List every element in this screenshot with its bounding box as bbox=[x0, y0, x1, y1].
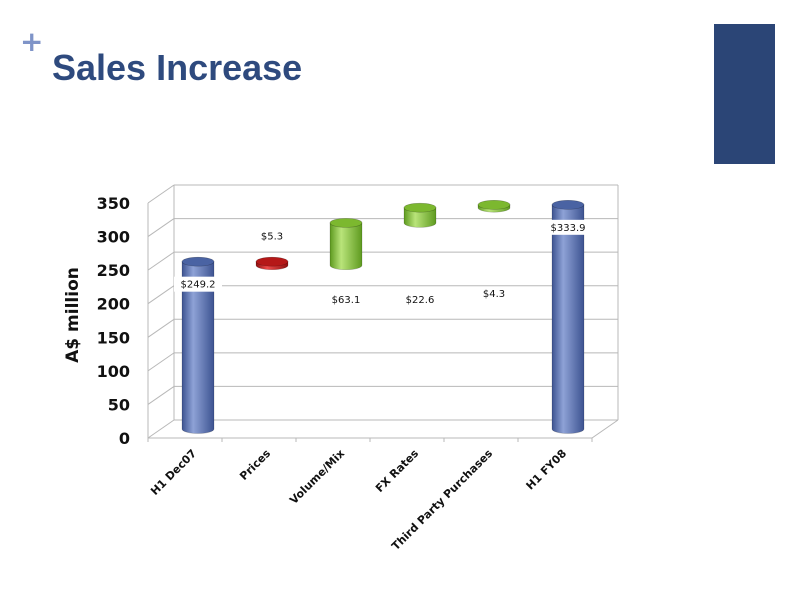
y-tick-label: 100 bbox=[97, 362, 130, 381]
slide-title: Sales Increase bbox=[52, 47, 303, 88]
x-category-label: Volume/Mix bbox=[287, 447, 347, 507]
corner-accent-block bbox=[714, 24, 775, 164]
bar-decrease bbox=[255, 256, 289, 271]
plus-icon: + bbox=[20, 25, 44, 58]
y-axis-ticks: 0 50 100 150 200 250 300 350 bbox=[97, 194, 130, 448]
y-tick-label: 50 bbox=[108, 395, 130, 414]
chart-grid bbox=[147, 184, 619, 442]
x-category-label: FX Rates bbox=[373, 447, 421, 495]
y-tick-label: 250 bbox=[97, 261, 130, 280]
bar-total bbox=[551, 200, 585, 434]
bar-increase bbox=[329, 218, 363, 271]
bar-total bbox=[181, 256, 215, 434]
bar-increase bbox=[477, 200, 511, 213]
x-category-label: Prices bbox=[237, 447, 273, 483]
chart-bars bbox=[181, 200, 585, 434]
data-label: $63.1 bbox=[332, 295, 361, 306]
x-category-label: H1 Dec07 bbox=[148, 447, 199, 498]
y-tick-label: 150 bbox=[97, 328, 130, 347]
data-label: $22.6 bbox=[406, 295, 435, 306]
data-label: $333.9 bbox=[551, 223, 586, 234]
bar-increase bbox=[403, 202, 437, 228]
y-tick-label: 0 bbox=[119, 429, 130, 448]
y-tick-label: 300 bbox=[97, 228, 130, 247]
y-axis-label: A$ million bbox=[63, 267, 83, 363]
data-label: $4.3 bbox=[483, 289, 505, 300]
data-label: $249.2 bbox=[181, 280, 216, 291]
x-category-label: H1 FY08 bbox=[524, 447, 570, 493]
data-labels: $249.2 $5.3 $63.1 $22.6 $4.3 $333.9 bbox=[174, 219, 592, 306]
y-tick-label: 200 bbox=[97, 295, 130, 314]
data-label: $5.3 bbox=[261, 232, 283, 243]
y-tick-label: 350 bbox=[97, 194, 130, 213]
